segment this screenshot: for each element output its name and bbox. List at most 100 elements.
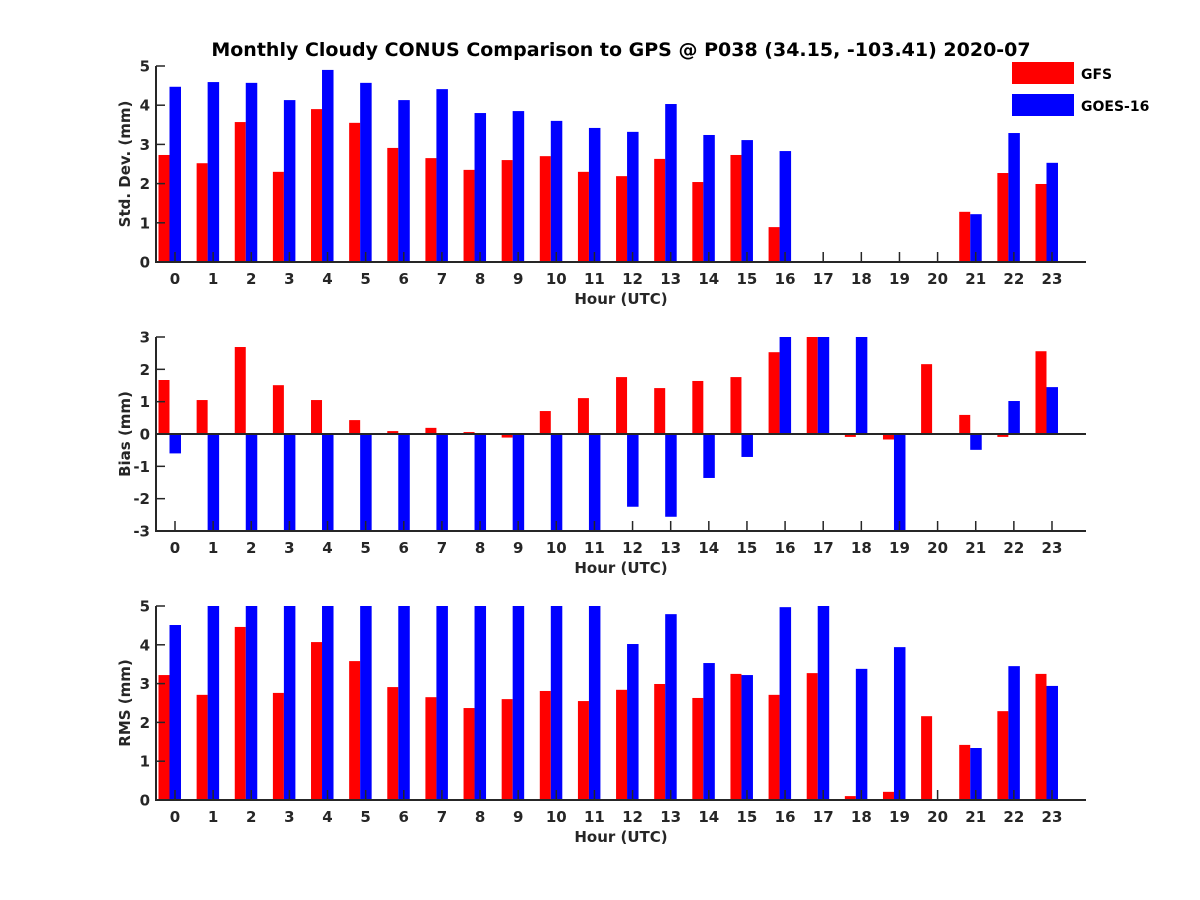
bar-stddev-gfs-8 bbox=[463, 169, 475, 262]
bar-bias-gfs-23 bbox=[1035, 351, 1047, 434]
bar-rms-goes16-15 bbox=[741, 675, 753, 800]
bar-bias-gfs-14 bbox=[692, 380, 704, 434]
x-tick-label-bias: 4 bbox=[322, 539, 332, 557]
bar-bias-goes16-3 bbox=[283, 434, 296, 531]
bar-stddev-goes16-10 bbox=[550, 120, 563, 262]
x-tick-label-bias: 13 bbox=[660, 539, 681, 557]
bar-stddev-goes16-9 bbox=[512, 111, 525, 262]
x-tick-label-bias: 0 bbox=[170, 539, 180, 557]
y-tick-label-stddev: 5 bbox=[140, 58, 150, 76]
y-tick-label-stddev: 4 bbox=[140, 97, 150, 115]
bar-bias-goes16-16 bbox=[779, 337, 792, 434]
x-tick-label-bias: 15 bbox=[737, 539, 758, 557]
y-tick-label-bias: -2 bbox=[133, 490, 150, 508]
x-tick-label-rms: 10 bbox=[546, 808, 567, 826]
bar-stddev-gfs-22 bbox=[997, 173, 1009, 262]
bar-bias-gfs-19 bbox=[882, 434, 894, 440]
bar-rms-goes16-21 bbox=[970, 748, 982, 800]
bar-rms-goes16-7 bbox=[436, 606, 448, 800]
bar-bias-gfs-3 bbox=[272, 385, 284, 434]
x-tick-label-rms: 4 bbox=[322, 808, 332, 826]
bar-stddev-gfs-3 bbox=[272, 171, 284, 262]
bar-bias-goes16-12 bbox=[627, 434, 639, 507]
bar-bias-goes16-17 bbox=[817, 337, 830, 434]
bar-stddev-gfs-12 bbox=[616, 176, 628, 262]
x-tick-label-rms: 6 bbox=[399, 808, 409, 826]
bar-stddev-goes16-3 bbox=[283, 100, 296, 262]
x-tick-label-rms: 7 bbox=[437, 808, 447, 826]
y-tick-label-bias: -3 bbox=[133, 523, 150, 541]
bar-bias-gfs-10 bbox=[539, 411, 551, 434]
bar-stddev-goes16-13 bbox=[665, 104, 677, 263]
bar-rms-gfs-0 bbox=[158, 675, 170, 800]
x-axis-label-bias: Hour (UTC) bbox=[574, 559, 667, 577]
y-axis-label-stddev: Std. Dev. (mm) bbox=[116, 101, 134, 228]
x-tick-label-bias: 12 bbox=[622, 539, 643, 557]
bar-bias-gfs-21 bbox=[959, 414, 971, 434]
y-tick-label-rms: 1 bbox=[140, 753, 150, 771]
bar-bias-gfs-9 bbox=[501, 434, 513, 438]
x-tick-label-bias: 21 bbox=[965, 539, 986, 557]
bar-stddev-goes16-0 bbox=[169, 86, 181, 262]
bar-stddev-goes16-16 bbox=[779, 151, 792, 262]
bar-bias-gfs-0 bbox=[158, 380, 170, 434]
bar-rms-gfs-3 bbox=[272, 692, 284, 800]
x-tick-label-rms: 3 bbox=[284, 808, 294, 826]
x-tick-label-stddev: 14 bbox=[698, 270, 719, 288]
y-tick-label-bias: -1 bbox=[133, 458, 150, 476]
bar-rms-goes16-1 bbox=[207, 606, 220, 800]
x-tick-label-bias: 2 bbox=[246, 539, 256, 557]
y-tick-label-bias: 2 bbox=[140, 361, 150, 379]
x-tick-label-rms: 9 bbox=[513, 808, 523, 826]
bar-stddev-gfs-5 bbox=[349, 122, 361, 262]
legend: GFS GOES-16 bbox=[1012, 62, 1149, 116]
x-tick-label-bias: 22 bbox=[1003, 539, 1024, 557]
bar-stddev-gfs-7 bbox=[425, 158, 437, 262]
legend-swatch-goes16 bbox=[1012, 94, 1074, 116]
x-tick-label-rms: 12 bbox=[622, 808, 643, 826]
bar-bias-gfs-12 bbox=[616, 377, 628, 434]
x-tick-label-bias: 8 bbox=[475, 539, 485, 557]
bar-rms-goes16-6 bbox=[398, 606, 410, 800]
bar-rms-gfs-5 bbox=[349, 661, 361, 800]
x-tick-label-rms: 19 bbox=[889, 808, 910, 826]
bar-rms-gfs-6 bbox=[387, 687, 399, 800]
bar-bias-goes16-19 bbox=[893, 434, 906, 531]
bar-bias-goes16-1 bbox=[207, 434, 220, 531]
bar-rms-goes16-17 bbox=[817, 606, 830, 800]
x-tick-label-bias: 5 bbox=[360, 539, 370, 557]
x-axis-label-stddev: Hour (UTC) bbox=[574, 290, 667, 308]
y-tick-label-bias: 1 bbox=[140, 393, 150, 411]
x-tick-label-stddev: 13 bbox=[660, 270, 681, 288]
bar-rms-gfs-12 bbox=[616, 689, 628, 800]
legend-swatch-gfs bbox=[1012, 62, 1074, 84]
x-tick-label-stddev: 0 bbox=[170, 270, 180, 288]
x-tick-label-stddev: 21 bbox=[965, 270, 986, 288]
chart-title: Monthly Cloudy CONUS Comparison to GPS @… bbox=[211, 39, 1030, 61]
x-tick-label-stddev: 20 bbox=[927, 270, 948, 288]
bar-rms-goes16-16 bbox=[779, 607, 792, 800]
y-tick-label-stddev: 0 bbox=[140, 254, 150, 272]
legend-label-gfs: GFS bbox=[1081, 67, 1112, 83]
x-tick-label-rms: 11 bbox=[584, 808, 605, 826]
x-tick-label-rms: 20 bbox=[927, 808, 948, 826]
x-axis-label-rms: Hour (UTC) bbox=[574, 828, 667, 846]
bar-stddev-gfs-10 bbox=[539, 156, 551, 262]
x-tick-label-bias: 18 bbox=[851, 539, 872, 557]
x-tick-label-stddev: 7 bbox=[437, 270, 447, 288]
bar-stddev-gfs-14 bbox=[692, 182, 704, 262]
bar-stddev-gfs-4 bbox=[311, 109, 323, 263]
x-tick-label-rms: 2 bbox=[246, 808, 256, 826]
bar-rms-goes16-12 bbox=[627, 644, 639, 800]
x-tick-label-stddev: 22 bbox=[1003, 270, 1024, 288]
x-tick-label-rms: 22 bbox=[1003, 808, 1024, 826]
bar-rms-goes16-0 bbox=[169, 625, 181, 800]
x-tick-label-rms: 18 bbox=[851, 808, 872, 826]
x-tick-label-stddev: 6 bbox=[399, 270, 409, 288]
bar-rms-gfs-8 bbox=[463, 708, 475, 800]
bar-rms-goes16-18 bbox=[855, 668, 868, 800]
